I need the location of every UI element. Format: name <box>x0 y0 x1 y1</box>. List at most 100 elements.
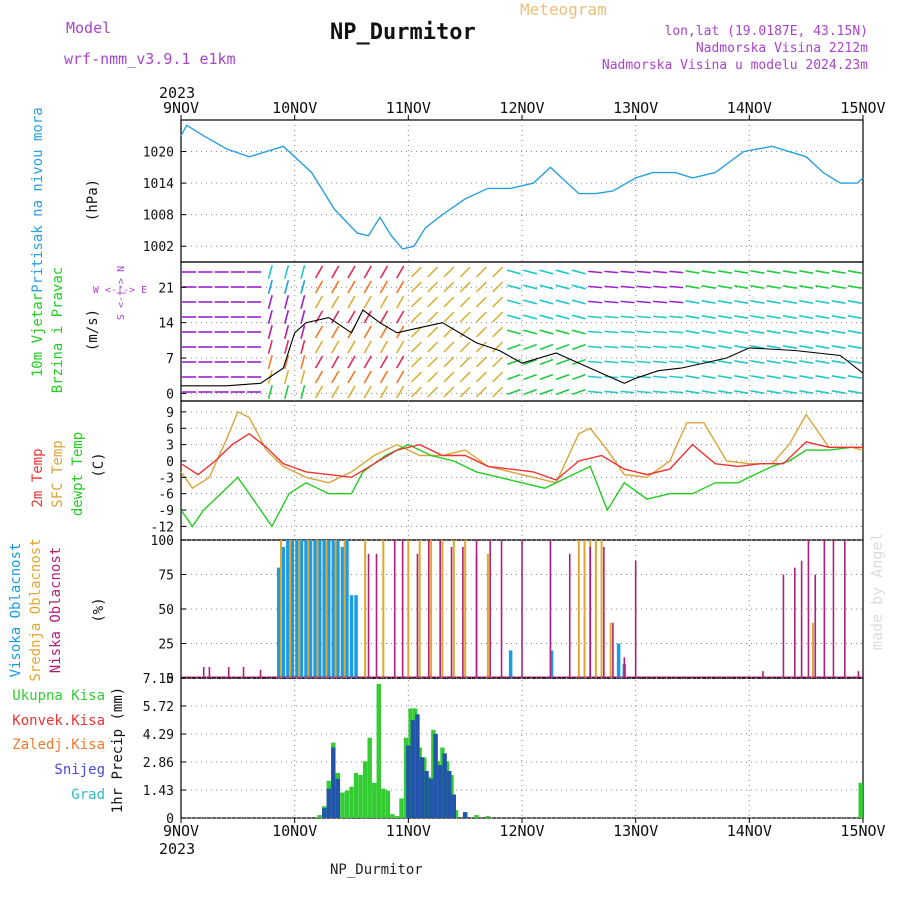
wind-arrow <box>766 329 781 335</box>
wind-arrow <box>523 314 538 320</box>
y-tick-label: 1.43 <box>143 784 174 799</box>
wind-arrow <box>507 343 521 351</box>
total-precip-bar <box>344 790 350 818</box>
wind-arrow <box>331 295 340 309</box>
wind-arrow <box>701 389 716 395</box>
wind-arrow <box>604 360 619 364</box>
y-tick-label: 7 <box>166 352 174 367</box>
wind-arrow <box>331 340 340 354</box>
wind-arrow <box>410 296 422 308</box>
wind-arrow <box>539 284 554 290</box>
wind-arrow <box>523 358 537 366</box>
wind-arrow <box>636 300 651 304</box>
wind-arrow <box>669 375 684 379</box>
wind-arrow <box>459 296 471 308</box>
wind-arrow <box>300 310 306 324</box>
wind-arrow <box>459 386 471 398</box>
wind-arrow <box>396 280 405 294</box>
lonlat-info: lon,lat (19.0187E, 43.15N) <box>664 24 869 39</box>
wind-arrow <box>782 359 797 365</box>
y-tick-label: 21 <box>158 281 174 296</box>
wind-arrow <box>507 373 521 381</box>
wind-arrow <box>379 265 389 279</box>
wind-arrow <box>685 284 700 290</box>
wind-arrow <box>283 310 290 324</box>
y-tick-label: 9 <box>166 406 174 421</box>
mid-cloud-bar <box>594 540 597 678</box>
wind-arrow <box>588 270 603 274</box>
wind-arrow <box>847 389 862 395</box>
wind-arrow <box>539 269 554 275</box>
snow-bar <box>462 812 468 818</box>
wind-arrow <box>799 389 814 395</box>
wind-arrow <box>492 311 504 323</box>
high-cloud-bar <box>336 540 340 678</box>
wind-arrow <box>267 385 273 399</box>
wind-arrow <box>685 374 700 380</box>
wind-arrow <box>750 374 765 380</box>
wind-arrow <box>459 341 471 353</box>
wind-arrow <box>588 345 603 349</box>
wind-arrow <box>379 295 389 309</box>
wind-arrow <box>669 270 684 274</box>
bottom-x-tick: 14NOV <box>727 822 772 840</box>
wind-arrow <box>620 270 635 274</box>
wind-arrow <box>314 355 324 369</box>
y-tick-label: -12 <box>151 520 174 535</box>
top-x-tick: 11NOV <box>386 99 431 117</box>
wind-arrow <box>847 284 862 290</box>
legend-snow: Snijeg <box>54 762 105 778</box>
y-tick-label: 2.86 <box>143 756 174 771</box>
y-tick-label: 0 <box>166 812 174 827</box>
low-cloud-bar <box>634 560 637 678</box>
wind-arrow <box>734 329 749 335</box>
high-cloud-bar <box>281 546 286 678</box>
high-cloud-bar <box>549 650 554 678</box>
y-tick-label: -9 <box>158 504 174 519</box>
y-tick-label: 1002 <box>143 240 174 255</box>
wind-arrow <box>799 329 814 335</box>
wind-arrow <box>750 329 765 335</box>
top-x-tick: 14NOV <box>727 99 772 117</box>
wind-arrow <box>396 295 405 309</box>
wind-arrow <box>571 269 586 275</box>
wind-arrow <box>734 299 749 305</box>
wind-arrow <box>571 343 586 351</box>
low-cloud-bar <box>401 540 404 678</box>
wind-arrow <box>766 359 781 365</box>
wind-speed-line <box>181 309 864 387</box>
low-cloud-bar <box>782 574 785 678</box>
mid-cloud-bar <box>316 540 319 678</box>
wind-arrow <box>475 386 487 398</box>
wind-arrow <box>815 329 830 335</box>
total-precip-bar <box>453 810 459 818</box>
low-cloud-bar <box>500 540 503 678</box>
wind-arrow <box>571 314 586 320</box>
low-cloud-bar <box>462 546 464 678</box>
wind-arrow <box>347 265 356 279</box>
wind-arrow <box>379 340 389 354</box>
year-bottom: 2023 <box>159 840 196 858</box>
y-tick-label: -6 <box>158 488 174 503</box>
wind-arrow <box>750 389 765 395</box>
wind-arrow <box>652 330 668 334</box>
wind-arrow <box>571 329 586 335</box>
wind-arrow <box>283 385 290 399</box>
snow-bar <box>331 747 336 818</box>
wind-arrow <box>636 315 651 319</box>
bottom-x-tick: 12NOV <box>499 822 544 840</box>
wind-arrow <box>847 329 862 335</box>
wind-arrow <box>815 299 830 305</box>
wind-arrow <box>766 299 781 305</box>
snow-bar <box>326 788 331 818</box>
low-cloud-bar <box>242 666 245 678</box>
low-cloud-bar <box>475 540 478 678</box>
product-title: Meteogram <box>520 0 607 19</box>
total-precip-bar <box>474 815 479 818</box>
total-precip-bar <box>381 788 386 818</box>
wind-arrow <box>750 344 765 350</box>
total-precip-bar <box>349 786 354 818</box>
wind-arrow <box>507 388 521 396</box>
wind-arrow <box>831 344 846 350</box>
wind-arrow <box>314 310 324 324</box>
